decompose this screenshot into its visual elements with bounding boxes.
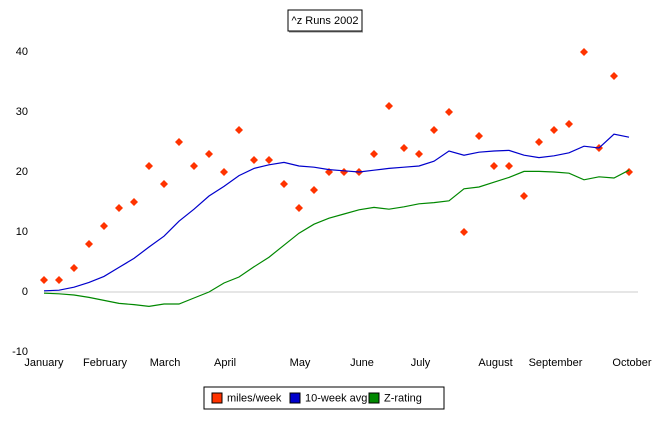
legend-swatch bbox=[368, 392, 380, 404]
chart-title: ^z Runs 2002 bbox=[292, 15, 359, 27]
data-point bbox=[205, 150, 213, 158]
data-point bbox=[160, 180, 168, 188]
data-point bbox=[550, 126, 558, 134]
data-point bbox=[475, 132, 483, 140]
data-point bbox=[625, 168, 633, 176]
legend-label: miles/week bbox=[227, 392, 282, 404]
y-tick-label: 40 bbox=[16, 46, 28, 58]
data-point bbox=[40, 276, 48, 284]
data-point bbox=[100, 222, 108, 230]
data-point bbox=[460, 228, 468, 236]
y-tick-label: 10 bbox=[16, 226, 28, 238]
data-point bbox=[580, 48, 588, 56]
x-tick-label: June bbox=[350, 357, 374, 369]
data-point bbox=[130, 198, 138, 206]
y-tick-label: 30 bbox=[16, 106, 28, 118]
data-point bbox=[265, 156, 273, 164]
data-point bbox=[145, 162, 153, 170]
x-tick-label: April bbox=[214, 357, 236, 369]
x-tick-label: March bbox=[150, 357, 181, 369]
data-point bbox=[370, 150, 378, 158]
legend-label: Z-rating bbox=[384, 392, 422, 404]
data-point bbox=[415, 150, 423, 158]
y-tick-label: 0 bbox=[22, 286, 28, 298]
data-point bbox=[505, 162, 513, 170]
title-box bbox=[287, 9, 363, 32]
x-tick-label: January bbox=[24, 357, 64, 369]
x-tick-label: May bbox=[290, 357, 311, 369]
data-point bbox=[400, 144, 408, 152]
data-point bbox=[565, 120, 573, 128]
legend-swatch bbox=[289, 392, 301, 404]
x-tick-label: February bbox=[83, 357, 128, 369]
data-point bbox=[535, 138, 543, 146]
y-tick-label: -10 bbox=[12, 346, 28, 358]
legend-swatch bbox=[211, 392, 223, 404]
data-point bbox=[235, 126, 243, 134]
x-tick-label: October bbox=[612, 357, 651, 369]
data-point bbox=[175, 138, 183, 146]
data-point bbox=[70, 264, 78, 272]
data-point bbox=[445, 108, 453, 116]
data-point bbox=[385, 102, 393, 110]
data-point bbox=[250, 156, 258, 164]
data-point bbox=[115, 204, 123, 212]
data-point bbox=[610, 72, 618, 80]
series-line bbox=[43, 169, 630, 308]
data-point bbox=[55, 276, 63, 284]
x-tick-label: August bbox=[478, 357, 512, 369]
series-line bbox=[43, 133, 630, 292]
data-point bbox=[310, 186, 318, 194]
data-point bbox=[190, 162, 198, 170]
data-point bbox=[280, 180, 288, 188]
data-point bbox=[490, 162, 498, 170]
data-point bbox=[295, 204, 303, 212]
legend-box bbox=[203, 386, 445, 410]
x-tick-label: July bbox=[411, 357, 431, 369]
data-point bbox=[220, 168, 228, 176]
y-tick-label: 20 bbox=[16, 166, 28, 178]
legend bbox=[203, 386, 445, 410]
data-point bbox=[340, 168, 348, 176]
legend-label: 10-week avg bbox=[305, 392, 367, 404]
data-point bbox=[430, 126, 438, 134]
x-tick-label: September bbox=[529, 357, 583, 369]
data-point bbox=[520, 192, 528, 200]
data-point bbox=[85, 240, 93, 248]
